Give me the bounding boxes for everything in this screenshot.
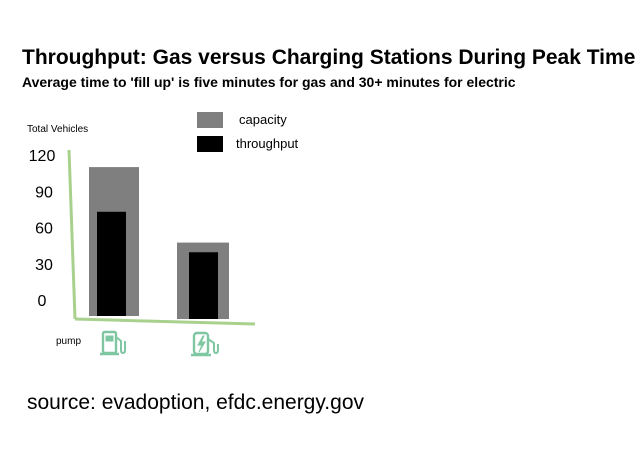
legend-swatch-capacity (197, 112, 223, 128)
y-tick-label: 60 (35, 221, 53, 238)
legend: capacity throughput (197, 112, 299, 152)
ev-charger-icon (191, 331, 219, 357)
x-category-label-pump: pump (56, 336, 81, 347)
y-axis-label: Total Vehicles (27, 124, 88, 135)
gas-pump-icon (100, 330, 126, 356)
chart-title: Throughput: Gas versus Charging Stations… (22, 46, 636, 69)
y-tick-label: 0 (38, 293, 47, 310)
y-tick-label: 90 (35, 184, 53, 201)
legend-swatch-throughput (197, 136, 223, 152)
y-tick-label: 120 (29, 148, 56, 165)
bars (89, 167, 229, 319)
chart-subtitle: Average time to 'fill up' is five minute… (22, 74, 516, 90)
y-axis-line (67, 149, 77, 320)
x-axis-line (74, 317, 256, 326)
source-note: source: evadoption, efdc.energy.gov (27, 391, 364, 414)
y-tick-labels: 0 30 60 90 120 (29, 148, 56, 310)
legend-label-capacity: capacity (239, 112, 287, 127)
bar-throughput-electric (189, 252, 218, 319)
y-tick-label: 30 (35, 257, 53, 274)
bar-throughput-gas (97, 211, 126, 316)
legend-label-throughput: throughput (236, 136, 299, 151)
